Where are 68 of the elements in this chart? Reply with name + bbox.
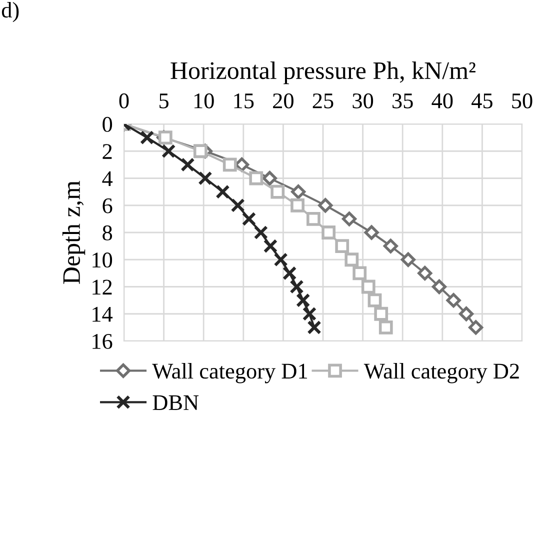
point (378, 320, 393, 334)
point (302, 306, 317, 321)
point (307, 320, 322, 335)
x-tick-label: 30 (352, 93, 374, 108)
point (364, 225, 379, 240)
point (459, 306, 474, 322)
point (262, 170, 277, 186)
point (242, 212, 256, 226)
y-tick-label: 2 (102, 144, 112, 159)
point (322, 226, 336, 240)
legend-label: DBN (152, 395, 199, 410)
point (198, 171, 212, 186)
point (249, 171, 264, 186)
y-tick-label: 16 (92, 334, 112, 349)
y-tick-label: 14 (92, 306, 113, 322)
point (140, 130, 154, 145)
point (374, 306, 388, 321)
point (400, 252, 416, 267)
y-tick-label: 4 (102, 171, 113, 186)
point (290, 280, 304, 294)
legend-label: Wall category D1 (152, 363, 307, 384)
point (306, 212, 320, 226)
point (270, 184, 285, 199)
point (468, 320, 484, 335)
x-tick-label: 15 (234, 93, 254, 108)
point (263, 238, 278, 254)
point (230, 198, 245, 212)
point (344, 252, 359, 267)
point (216, 184, 230, 199)
point (335, 239, 350, 254)
point (180, 158, 195, 172)
x-tick-label: 0 (119, 93, 129, 108)
y-tick-label: 0 (102, 116, 112, 132)
point (296, 293, 310, 308)
y-tick-label: 6 (102, 198, 112, 214)
point (290, 198, 304, 212)
point (222, 158, 237, 172)
x-tick-label: 10 (194, 93, 214, 108)
y-tick-label: 12 (92, 280, 112, 294)
x-tick-label: 5 (160, 94, 168, 108)
point (254, 225, 268, 240)
point (446, 293, 461, 308)
point (291, 184, 306, 200)
x-axis-title: Horizontal pressure Ph, kN/m² (170, 62, 476, 84)
point (361, 280, 376, 294)
point (383, 238, 398, 254)
y-axis-title: Depth z,m (62, 180, 86, 284)
point (432, 279, 446, 294)
point (274, 252, 288, 267)
x-tick-label: 35 (392, 93, 413, 108)
text: d) (2, 2, 19, 22)
y-tick-label: 8 (102, 225, 112, 240)
x-tick-label: 40 (432, 93, 453, 108)
point (418, 266, 432, 280)
point (161, 144, 176, 158)
x-tick-label: 25 (312, 93, 334, 108)
y-tick-label: 10 (92, 252, 112, 268)
point (318, 198, 333, 213)
legend-label: Wall category D2 (364, 363, 519, 384)
x-tick-label: 45 (472, 94, 492, 108)
point (352, 266, 367, 280)
point (282, 266, 297, 280)
point (368, 293, 382, 308)
x-tick-label: 50 (512, 93, 532, 108)
x-tick-label: 20 (273, 93, 294, 108)
point (158, 130, 172, 145)
point (193, 144, 208, 158)
point (342, 212, 357, 226)
